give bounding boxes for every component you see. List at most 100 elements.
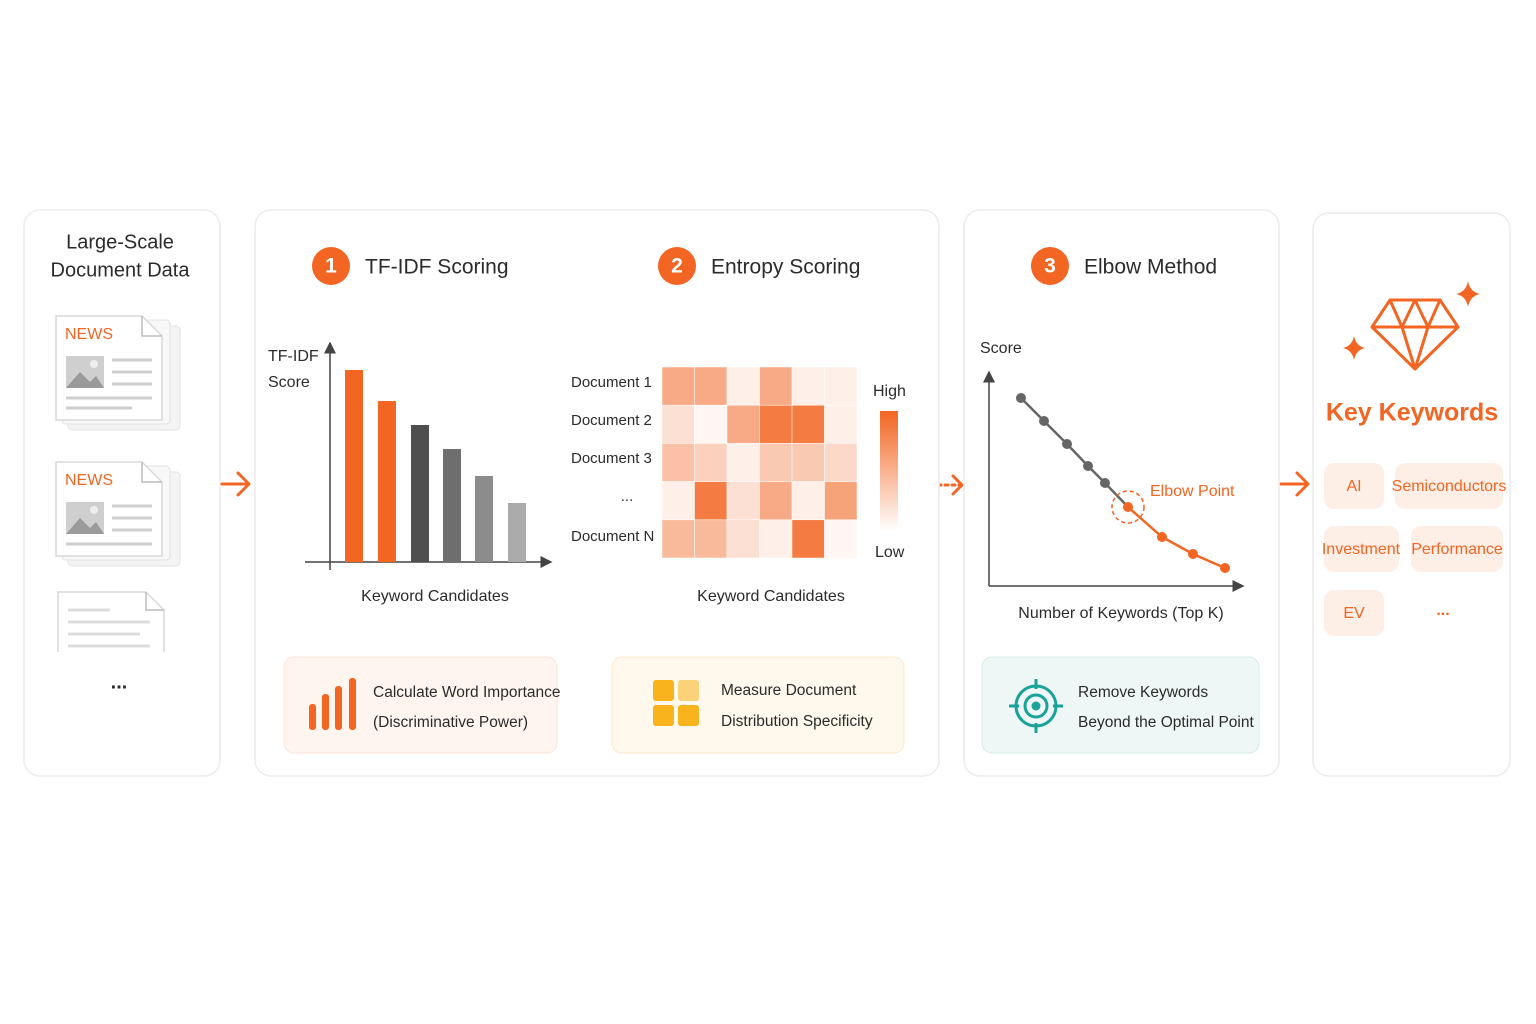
keyword-chips-part [1411,526,1503,572]
step-badge [1031,247,1069,285]
keyword-chips-part [1395,463,1503,509]
plain-document-part [145,592,164,611]
heat-tile [824,519,858,559]
news-document [55,315,181,431]
note-box [981,656,1260,754]
elbow-illustration-part-part [1016,393,1026,403]
source-title: Document Data [51,259,191,281]
heat-tile [694,404,728,444]
news-document-part [141,462,162,483]
note-text: (Discriminative Power) [373,714,528,731]
heat-tile [791,366,825,406]
heat-tile [759,404,793,444]
tfidf-illustration-part [475,476,493,562]
heat-tile [694,366,728,406]
sparkle [1343,336,1365,360]
grid-icon [653,680,699,726]
news-document-part [66,358,152,410]
source-title: Large-Scale [66,231,174,253]
keyword-chips-part [1324,463,1384,509]
keyword: EV [1343,605,1365,622]
elbow-illustration [983,370,1245,592]
axis-label: Keyword Candidates [361,588,509,605]
row-label: Document 2 [571,412,652,429]
heat-tile [661,404,695,444]
news-badge: NEWS [65,326,113,343]
elbow-illustration-part-part [1062,439,1072,449]
news-document [55,461,181,567]
axis-label: Keyword Candidates [697,588,845,605]
elbow-illustration-part [1016,393,1110,488]
flow-arrow [936,474,964,496]
plain-document-part [68,608,150,648]
bars-icon-part [322,694,329,730]
diamond-icon [1370,298,1460,371]
heat-tile [694,519,728,559]
row-label: Document 3 [571,450,652,467]
heat-tile [726,404,760,444]
step-badge [658,247,696,285]
heat-tile [726,519,760,559]
target-icon-part [1031,701,1041,711]
grid-icon-part [678,680,699,701]
bars-icon [309,678,356,730]
news-document-part [90,506,98,514]
keyword: AI [1346,478,1361,495]
grid-icon-part [653,680,674,701]
axis-label: Score [980,340,1022,357]
legend-label: High [873,383,906,400]
heat-legend [880,411,898,531]
note-text: Distribution Specificity [721,713,873,730]
bars-icon-part [309,704,316,730]
tfidf-illustration-part [411,425,429,562]
note-text: Measure Document [721,682,857,699]
heat-tile [791,481,825,521]
axis-label: Number of Keywords (Top K) [1018,605,1223,622]
heat-tile [759,481,793,521]
sparkle [1456,281,1480,307]
news-document-part [55,315,163,421]
elbow-illustration-part-part [1083,461,1093,471]
keyword-chips-part [1324,590,1384,636]
keyword: Semiconductors [1392,478,1507,495]
keyword: Performance [1411,541,1503,558]
bars-icon-part [349,678,356,730]
heat-tile [661,366,695,406]
heat-tile [661,481,695,521]
heat-tile [759,519,793,559]
news-badge: NEWS [65,472,113,489]
scoring-panel [254,209,940,777]
note-text: Remove Keywords [1078,684,1208,701]
heat-tile [726,481,760,521]
elbow-illustration-part-part [1123,502,1133,512]
heat-tile [661,443,695,482]
flow-arrow-part [1295,471,1310,497]
row-label: Document N [571,528,654,545]
diamond-icon-part [1372,298,1458,371]
plain-document [57,591,165,652]
news-document-part [66,518,104,534]
axis-label: Score [268,374,310,391]
tfidf-illustration-part [443,449,461,562]
elbow-illustration-part [1127,506,1226,570]
heat-tile [759,443,793,482]
step-title: Elbow Method [1084,256,1217,279]
flow-arrow-part [951,474,964,496]
heat-tile [694,481,728,521]
note-text: Calculate Word Importance [373,684,561,701]
step-number: 2 [671,255,683,278]
flow-arrow-part [236,471,251,497]
more-documents: ... [111,671,128,693]
tfidf-illustration-part [345,370,363,562]
elbow-illustration-part-part [1157,532,1167,542]
news-document-part [90,360,98,368]
keyword-chips-part [1324,526,1399,572]
row-label: ... [621,488,634,505]
result-title: Key Keywords [1326,399,1498,427]
heat-tile [726,443,760,482]
entropy-heatmap [661,366,858,559]
flow-arrow [1279,471,1310,497]
step-badge [312,247,350,285]
more-keywords: ... [1436,602,1449,619]
heat-tile [661,519,695,559]
